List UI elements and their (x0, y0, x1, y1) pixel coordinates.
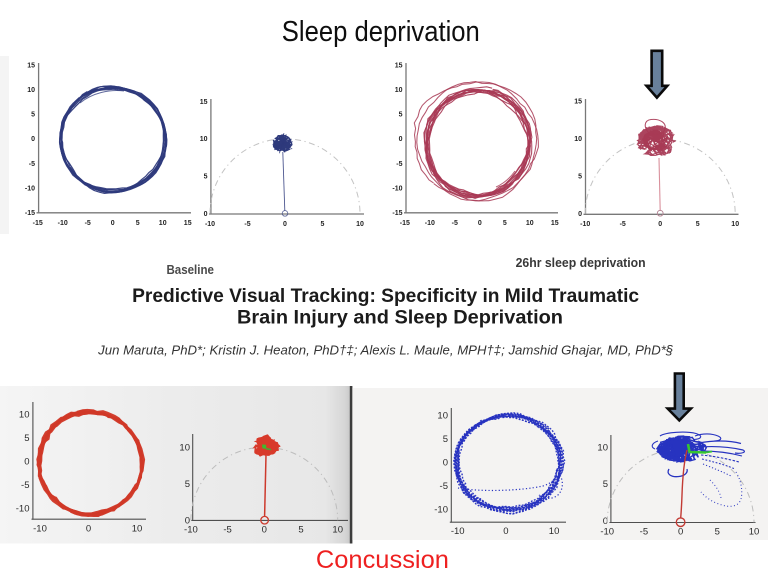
svg-text:0: 0 (578, 211, 582, 218)
svg-text:-15: -15 (400, 220, 410, 227)
svg-text:10: 10 (356, 221, 364, 228)
svg-text:0: 0 (503, 526, 508, 537)
svg-text:-5: -5 (29, 161, 35, 168)
svg-text:0: 0 (443, 458, 448, 469)
svg-text:10: 10 (597, 443, 608, 454)
svg-text:10: 10 (179, 442, 190, 453)
svg-text:0: 0 (658, 221, 662, 228)
svg-text:5: 5 (603, 479, 608, 490)
svg-text:0: 0 (204, 211, 208, 218)
svg-text:15: 15 (551, 220, 559, 227)
svg-text:10: 10 (395, 87, 403, 94)
svg-text:10: 10 (549, 526, 560, 537)
svg-text:-5: -5 (440, 481, 448, 492)
svg-text:10: 10 (132, 524, 143, 535)
svg-text:-10: -10 (392, 185, 402, 192)
svg-text:5: 5 (443, 434, 448, 445)
svg-text:Jun Maruta, PhD*; Kristin J. H: Jun Maruta, PhD*; Kristin J. Heaton, PhD… (97, 342, 673, 357)
svg-text:0: 0 (478, 220, 482, 227)
svg-text:Sleep deprivation: Sleep deprivation (282, 15, 480, 47)
svg-text:0: 0 (283, 221, 287, 228)
svg-text:15: 15 (395, 62, 403, 69)
svg-text:10: 10 (437, 411, 448, 422)
svg-text:-10: -10 (205, 221, 215, 228)
svg-text:5: 5 (136, 220, 140, 227)
svg-text:-10: -10 (16, 504, 30, 515)
svg-text:5: 5 (696, 221, 700, 228)
svg-text:5: 5 (31, 112, 35, 119)
svg-text:0: 0 (31, 136, 35, 143)
svg-text:-10: -10 (451, 526, 465, 537)
svg-text:-5: -5 (396, 161, 402, 168)
svg-text:0: 0 (185, 516, 190, 527)
svg-text:-5: -5 (620, 221, 626, 228)
svg-text:10: 10 (159, 220, 167, 227)
svg-text:-5: -5 (640, 527, 648, 538)
svg-text:5: 5 (715, 527, 720, 538)
svg-text:0: 0 (111, 220, 115, 227)
svg-text:0: 0 (262, 525, 267, 536)
svg-text:-5: -5 (244, 221, 250, 228)
svg-text:5: 5 (204, 174, 208, 181)
svg-text:-5: -5 (452, 220, 458, 227)
svg-text:-5: -5 (223, 525, 231, 536)
svg-text:15: 15 (574, 98, 582, 105)
svg-text:0: 0 (678, 527, 683, 538)
svg-text:-5: -5 (21, 480, 29, 491)
svg-text:10: 10 (749, 527, 760, 538)
svg-text:-15: -15 (392, 210, 402, 217)
svg-text:10: 10 (19, 410, 30, 421)
svg-text:Baseline: Baseline (166, 262, 214, 277)
svg-text:-10: -10 (58, 220, 68, 227)
svg-text:5: 5 (578, 173, 582, 180)
svg-text:-10: -10 (425, 220, 435, 227)
svg-text:10: 10 (574, 136, 582, 143)
svg-text:5: 5 (399, 112, 403, 119)
svg-text:10: 10 (731, 221, 739, 228)
svg-text:5: 5 (298, 525, 303, 536)
svg-text:-5: -5 (85, 220, 91, 227)
svg-text:10: 10 (332, 525, 343, 536)
svg-text:-15: -15 (25, 210, 35, 217)
svg-text:-10: -10 (184, 525, 198, 536)
svg-text:0: 0 (86, 524, 91, 535)
svg-text:15: 15 (27, 62, 35, 69)
svg-text:5: 5 (503, 220, 507, 227)
svg-text:-10: -10 (600, 527, 614, 538)
svg-text:-10: -10 (25, 185, 35, 192)
svg-text:-10: -10 (33, 524, 47, 535)
svg-text:0: 0 (24, 457, 29, 468)
svg-text:-10: -10 (580, 221, 590, 228)
svg-text:5: 5 (321, 221, 325, 228)
svg-text:10: 10 (526, 220, 534, 227)
svg-text:Predictive Visual Tracking: Sp: Predictive Visual Tracking: Specificity … (132, 285, 639, 307)
svg-text:0: 0 (399, 136, 403, 143)
svg-text:15: 15 (200, 99, 208, 106)
svg-text:10: 10 (27, 87, 35, 94)
svg-text:-15: -15 (33, 220, 43, 227)
svg-text:5: 5 (24, 433, 29, 444)
svg-text:-10: -10 (434, 505, 448, 516)
svg-text:26hr sleep deprivation: 26hr sleep deprivation (516, 256, 646, 270)
svg-text:15: 15 (184, 220, 192, 227)
svg-text:Concussion: Concussion (316, 546, 449, 574)
svg-text:0: 0 (603, 516, 608, 527)
svg-text:10: 10 (200, 136, 208, 143)
svg-text:5: 5 (185, 479, 190, 490)
svg-text:Brain Injury and Sleep Depriva: Brain Injury and Sleep Deprivation (237, 306, 563, 328)
